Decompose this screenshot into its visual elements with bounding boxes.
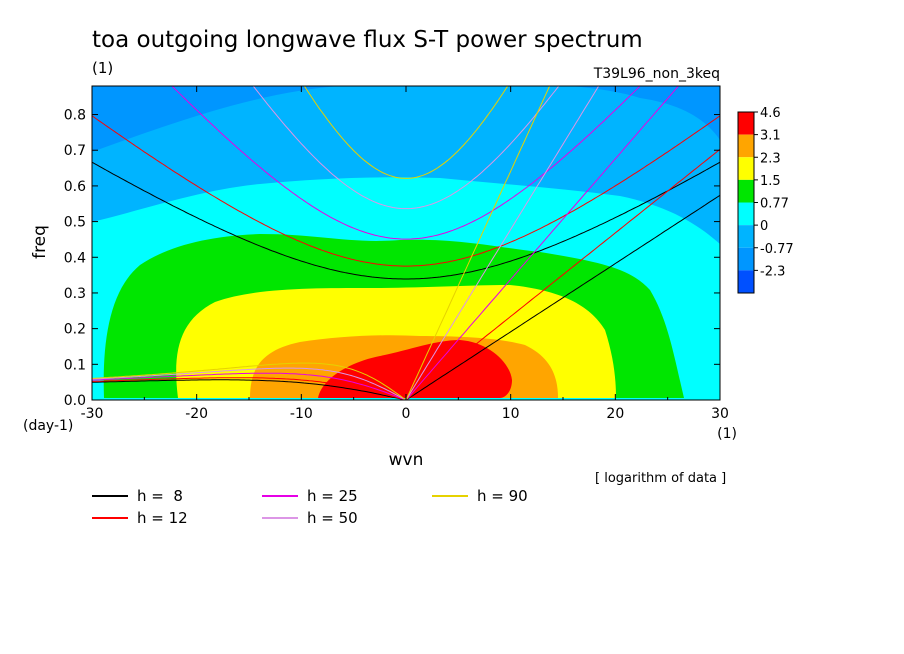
y-tick-label: 0.5: [64, 215, 86, 231]
y-tick-label: 0.8: [64, 108, 86, 124]
colorbar-swatch: [738, 112, 754, 135]
legend-entry: h = 8: [137, 487, 183, 505]
colorbar-swatch: [738, 247, 754, 271]
x-axis-label: wvn: [389, 450, 424, 470]
dispersion-line: [405, 86, 551, 400]
dispersion-line: [171, 86, 641, 240]
colorbar-label: 0.77: [760, 197, 789, 212]
data-note: [ logarithm of data ]: [595, 471, 726, 486]
y-tick-label: 0.3: [64, 286, 86, 302]
colorbar-swatch: [738, 202, 754, 226]
dispersion-line: [405, 148, 720, 400]
run-label: T39L96_non_3keq: [593, 66, 720, 82]
dispersion-line: [92, 372, 407, 400]
colorbar-label: 0: [760, 219, 768, 234]
plot-area: [92, 86, 720, 400]
dispersion-line: [92, 367, 407, 400]
y-axis-unit: (day-1): [23, 418, 73, 434]
colorbar-swatch: [738, 157, 754, 180]
y-tick-label: 0.6: [64, 179, 86, 195]
x-tick-label: 10: [502, 406, 520, 422]
colorbar-label: 2.3: [760, 151, 781, 166]
legend-entry: h = 25: [307, 487, 358, 505]
x-tick-label: 0: [402, 406, 411, 422]
dispersion-line: [405, 194, 720, 400]
x-tick-label: -20: [185, 406, 208, 422]
legend-entry: h = 12: [137, 509, 188, 527]
colorbar-label: 4.6: [760, 106, 781, 121]
x-tick-label: 20: [606, 406, 624, 422]
colorbar-label: 1.5: [760, 174, 781, 189]
legend: h = 8 h = 12 h = 25 h = 50 h = 90: [92, 487, 528, 527]
axes: -30 -20 -10 0 10 20 30 0.0 0.1 0.2 0.3 0.4 0.5 0.6 0.7…: [64, 86, 729, 422]
dispersion-line: [252, 86, 560, 210]
y-tick-label: 0.7: [64, 143, 86, 159]
dispersion-line: [405, 86, 600, 400]
colorbar-swatch: [738, 270, 754, 293]
x-tick-label: -30: [81, 406, 104, 422]
chart-title: toa outgoing longwave flux S-T power spe…: [92, 27, 643, 53]
dispersion-line: [92, 379, 407, 400]
dispersion-line: [92, 115, 720, 267]
colorbar-label: 3.1: [760, 129, 781, 144]
legend-entry: h = 50: [307, 509, 358, 527]
y-tick-label: 0.4: [64, 250, 86, 266]
dispersion-curves: [92, 86, 720, 400]
colorbar-swatch: [738, 134, 754, 158]
x-axis-unit: (1): [717, 426, 737, 442]
y-axis-label: freq: [30, 225, 50, 259]
y-tick-label: 0.1: [64, 357, 86, 373]
colorbar: 4.6 3.1 2.3 1.5 0.77 0 -0.77 -2.3: [737, 106, 794, 294]
colorbar-label: -0.77: [760, 242, 794, 257]
colorbar-label: -2.3: [760, 264, 785, 279]
dispersion-line: [303, 86, 509, 179]
legend-entry: h = 90: [477, 487, 528, 505]
y-tick-label: 0.0: [64, 393, 86, 409]
title-unit: (1): [92, 59, 113, 77]
dispersion-line: [405, 86, 680, 400]
dispersion-line: [92, 362, 407, 400]
dispersion-line: [92, 377, 407, 400]
y-tick-label: 0.2: [64, 322, 86, 338]
x-tick-label: 30: [711, 406, 729, 422]
colorbar-swatch: [738, 179, 754, 203]
colorbar-swatch: [738, 225, 754, 248]
x-tick-label: -10: [290, 406, 313, 422]
dispersion-line: [92, 161, 720, 280]
